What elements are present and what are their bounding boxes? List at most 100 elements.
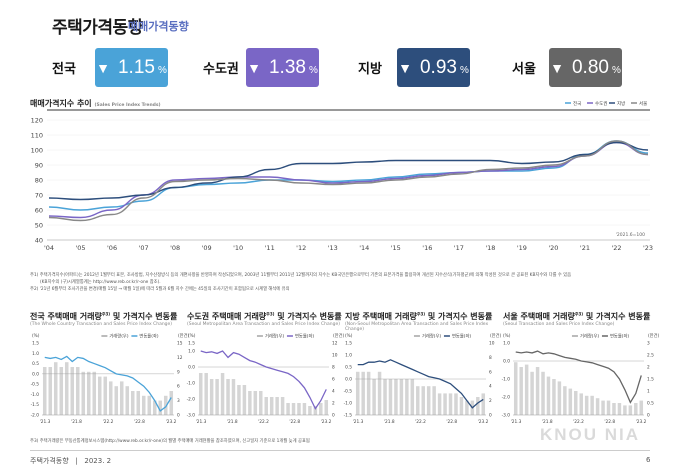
volume-bar	[231, 379, 236, 415]
page-subtitle: 매매가격동향	[128, 20, 189, 33]
left-tick-label: 0.0	[345, 377, 352, 383]
x-tick-label: '16	[422, 244, 432, 252]
volume-bar	[426, 386, 431, 415]
volume-bar	[606, 400, 611, 415]
panel-title-local: 지방 주택매매 거래량주3) 및 가격지수 변동률 (Non-Seoul Met…	[345, 311, 493, 332]
y-tick-label: 110	[31, 132, 43, 140]
x-tick-label: '22.2	[573, 419, 584, 425]
left-tick-label: -3.0	[502, 413, 511, 419]
volume-bar	[53, 362, 58, 415]
right-tick-label: 1	[647, 389, 650, 395]
left-tick-label: 0.0	[32, 371, 39, 377]
x-tick-label: '04	[44, 244, 54, 252]
left-tick-label: -3.0	[187, 413, 196, 419]
volume-bar	[639, 400, 644, 415]
volume-bar	[264, 397, 268, 415]
x-tick-label: '17	[454, 244, 464, 252]
right-tick-label: 4	[332, 389, 335, 395]
kpi-box-local: ▼ 0.93 %	[397, 48, 470, 87]
volume-bar	[280, 397, 285, 415]
volume-bar	[612, 403, 616, 415]
volume-bar	[226, 379, 230, 415]
x-tick-label: '22.8	[134, 419, 145, 425]
volume-bar	[476, 397, 480, 415]
left-tick-label: 1.5	[345, 341, 352, 347]
left-tick-label: 1.0	[32, 351, 39, 357]
right-tick-label: 8	[332, 365, 335, 371]
x-tick-label: '22.8	[289, 419, 300, 425]
y-tick-label: 60	[35, 207, 43, 215]
volume-bar	[432, 386, 436, 415]
volume-bar	[416, 386, 420, 415]
volume-bar	[125, 386, 130, 415]
volume-bar	[75, 367, 80, 415]
x-tick-label: '08	[170, 244, 180, 252]
right-tick-label: 0.5	[647, 401, 654, 407]
volume-bar	[302, 403, 307, 415]
right-axis-unit: (만건)	[490, 332, 502, 339]
kpi-unit: %	[611, 65, 621, 76]
volume-bar	[119, 381, 124, 415]
volume-bar	[465, 400, 469, 415]
x-tick-label: '21.3	[511, 419, 522, 425]
watermark: KNOU NIA	[540, 425, 641, 444]
volume-bar	[366, 371, 371, 415]
right-axis-unit: (만건)	[648, 332, 660, 339]
volume-bar	[114, 386, 119, 415]
volume-bar	[136, 391, 141, 415]
volume-bar	[454, 393, 458, 415]
combo-panel-0: (%) (만건) 거래량(우) 변동률(좌) -2.0 -1.5 -1.0 -0.5 0.0 0.…	[31, 332, 190, 425]
volume-bar	[530, 371, 534, 415]
right-tick-label: 0	[647, 413, 650, 419]
base-note: '2021.6=100	[616, 232, 645, 238]
right-tick-label: 2	[489, 398, 492, 404]
left-tick-label: 0.0	[503, 359, 510, 365]
right-tick-label: 2	[332, 401, 335, 407]
volume-bar	[163, 395, 168, 415]
footnote-1-cont: (KB지수의 (구)시계열통계는 http://www.reb.or.kr/r-…	[40, 280, 161, 285]
right-tick-label: 6	[489, 369, 492, 375]
left-tick-label: 1.0	[188, 349, 195, 355]
change-rate-line	[200, 350, 327, 410]
volume-bar	[590, 395, 594, 415]
left-tick-label: -2.0	[187, 397, 196, 403]
legend-label: 변동률(좌)	[139, 333, 158, 340]
volume-bar	[634, 403, 638, 415]
x-tick-label: '23.2	[166, 419, 177, 425]
x-tick-label: '22.2	[258, 419, 269, 425]
right-tick-label: 0	[489, 413, 492, 419]
volume-bar	[524, 364, 529, 415]
x-tick-label: '18	[485, 244, 495, 252]
footer-left: 주택가격동향 | 2023. 2	[30, 457, 112, 465]
change-rate-line	[515, 350, 642, 404]
volume-bar	[595, 398, 600, 415]
left-tick-label: -1.0	[502, 377, 511, 383]
y-tick-label: 90	[35, 162, 43, 170]
legend-label: 거래량(우)	[265, 333, 284, 340]
legend-label: 거래량(우)	[580, 333, 599, 340]
volume-bar	[574, 391, 578, 415]
kpi-value: 1.38	[268, 56, 306, 78]
volume-bar	[64, 362, 69, 415]
y-tick-label: 70	[35, 192, 43, 200]
down-arrow-icon: ▼	[550, 59, 564, 76]
volume-bar	[253, 391, 258, 415]
left-axis-unit: (%)	[32, 333, 40, 339]
volume-bar	[48, 367, 53, 415]
page-number: 6	[646, 456, 651, 464]
main-chart-title-text: 매매가격지수 추이	[30, 99, 92, 108]
left-tick-label: -2.0	[31, 413, 40, 419]
volume-bar	[568, 388, 573, 415]
volume-bar	[97, 376, 102, 415]
x-tick-label: '21	[580, 244, 590, 252]
volume-bar	[377, 371, 382, 415]
kpi-unit: %	[459, 65, 469, 76]
x-tick-label: '14	[359, 244, 369, 252]
volume-bar	[361, 371, 365, 415]
legend-label: 서울	[639, 100, 647, 107]
volume-bar	[388, 379, 393, 415]
left-tick-label: 1.5	[32, 341, 39, 347]
left-tick-label: 0.5	[32, 361, 39, 367]
x-tick-label: '20	[548, 244, 558, 252]
